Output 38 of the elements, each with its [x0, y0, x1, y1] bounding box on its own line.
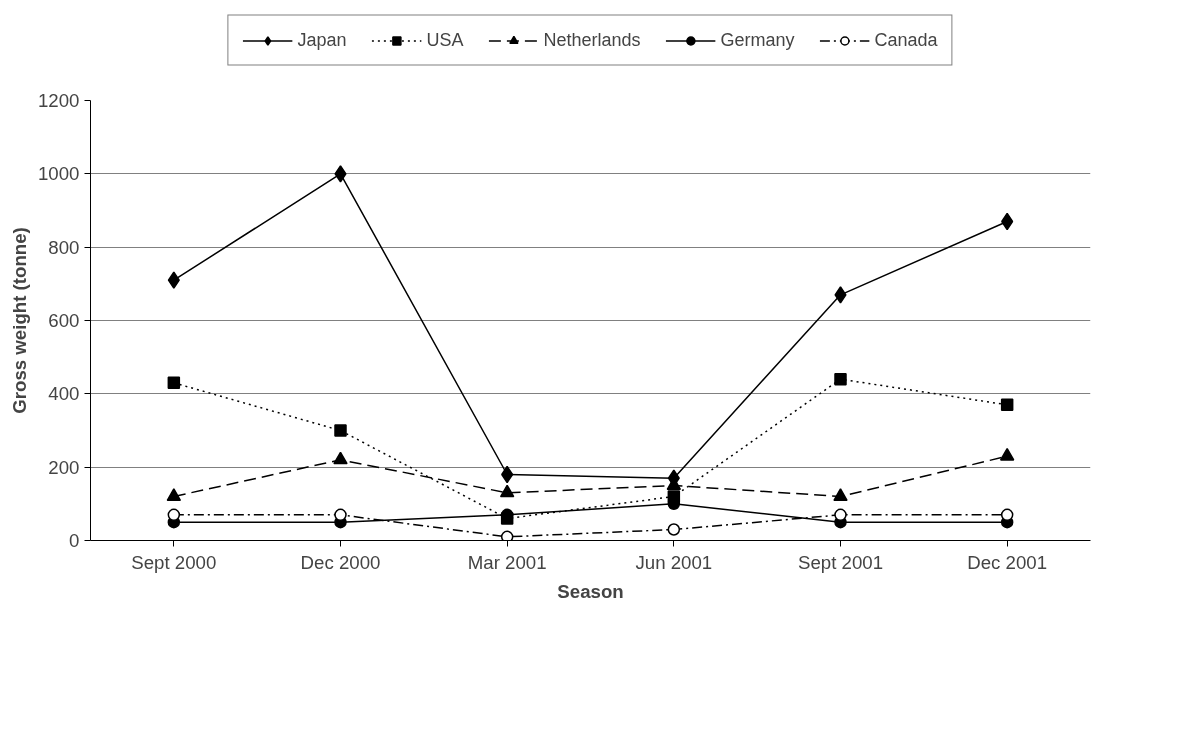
x-tick-label: Dec 2001	[967, 551, 1048, 573]
point	[166, 488, 182, 501]
x-tick-label: Dec 2000	[300, 551, 381, 573]
point	[1000, 398, 1014, 412]
legend-label: Netherlands	[543, 29, 641, 51]
y-tick-label: 600	[48, 310, 80, 331]
point	[667, 523, 681, 536]
point	[167, 508, 181, 522]
point	[334, 165, 347, 183]
x-axis-title: Season	[557, 580, 624, 602]
y-tick-label: 0	[69, 530, 80, 551]
y-axis-title: Gross weight (tonne)	[9, 227, 30, 414]
y-tick-label: 400	[48, 383, 80, 405]
point	[334, 508, 347, 522]
legend-label: Canada	[874, 29, 938, 51]
point	[999, 447, 1015, 461]
y-tick-label: 800	[48, 236, 80, 258]
y-tick-label: 1000	[38, 163, 80, 185]
point	[500, 530, 514, 541]
point	[834, 508, 847, 522]
point	[834, 372, 847, 386]
point	[333, 451, 348, 465]
x-tick-label: Sept 2001	[797, 551, 884, 573]
point	[167, 376, 181, 390]
y-tick-label: 200	[48, 456, 80, 478]
point	[499, 484, 515, 498]
legend-label: USA	[426, 29, 464, 51]
legend-label: Germany	[720, 29, 795, 51]
x-tick-label: Jun 2001	[635, 551, 713, 573]
point	[834, 286, 847, 304]
x-tick-label: Mar 2001	[467, 551, 547, 573]
y-tick-label: 1200	[38, 90, 80, 111]
point	[833, 488, 848, 501]
legend-label: Japan	[297, 29, 347, 51]
point	[167, 271, 180, 289]
point	[1000, 508, 1014, 522]
point	[334, 424, 347, 437]
x-tick-label: Sept 2000	[131, 551, 217, 573]
